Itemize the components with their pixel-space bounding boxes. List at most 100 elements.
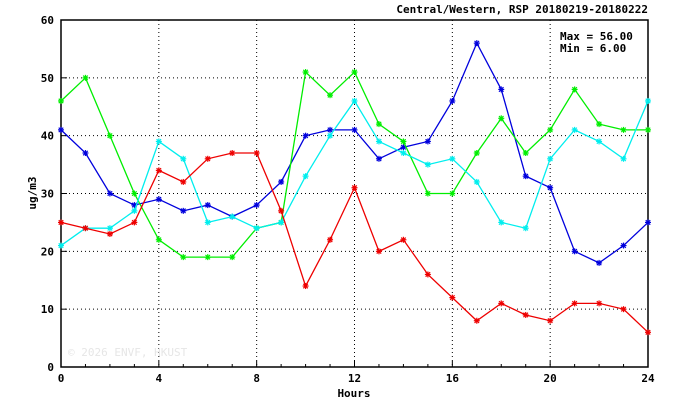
data-point: [131, 219, 138, 226]
data-point: [106, 132, 113, 139]
data-point: [82, 150, 89, 157]
data-point: [351, 184, 358, 191]
min-label: Min = 6.00: [560, 42, 626, 55]
x-tick-label: 16: [446, 372, 460, 385]
data-point: [327, 132, 334, 139]
y-tick-label: 50: [41, 72, 54, 85]
data-point: [278, 219, 285, 226]
series-2: [58, 69, 651, 261]
data-point: [278, 207, 285, 214]
data-point: [302, 132, 309, 139]
x-tick-label: 20: [544, 372, 557, 385]
data-point: [473, 317, 480, 324]
data-point: [449, 190, 456, 197]
x-tick-label: 8: [253, 372, 260, 385]
data-point: [302, 173, 309, 180]
data-point: [327, 126, 334, 133]
data-point: [351, 69, 358, 76]
data-point: [351, 126, 358, 133]
data-point: [131, 207, 138, 214]
data-point: [204, 202, 211, 209]
data-point: [596, 259, 603, 266]
data-point: [498, 300, 505, 307]
data-point: [82, 74, 89, 81]
y-ticks: 0 10 20 30 40 50 60: [41, 14, 67, 374]
series-1: [58, 40, 651, 266]
chart-title: Central/Western, RSP 20180219-20180222: [396, 3, 648, 16]
data-point: [620, 306, 627, 313]
data-point: [327, 92, 334, 99]
data-point: [253, 202, 260, 209]
data-point: [473, 150, 480, 157]
series-layer: [58, 40, 651, 336]
max-label: Max = 56.00: [560, 30, 633, 43]
data-point: [400, 138, 407, 145]
series-line: [60, 99, 649, 247]
data-point: [498, 86, 505, 93]
y-tick-label: 20: [41, 245, 54, 258]
data-point: [449, 294, 456, 301]
data-point: [58, 242, 64, 249]
data-point: [620, 155, 627, 162]
data-point: [106, 230, 113, 237]
data-point: [596, 300, 603, 307]
data-point: [645, 329, 651, 336]
data-point: [180, 254, 187, 261]
data-point: [645, 97, 651, 104]
data-point: [424, 161, 431, 168]
data-point: [229, 213, 236, 220]
data-point: [253, 225, 260, 232]
series-4: [58, 150, 651, 336]
data-point: [180, 207, 187, 214]
data-point: [547, 317, 554, 324]
data-point: [155, 236, 162, 243]
y-axis-label: ug/m3: [26, 176, 39, 209]
data-point: [620, 126, 627, 133]
data-point: [547, 126, 554, 133]
data-point: [155, 167, 162, 174]
data-point: [645, 219, 651, 226]
data-point: [473, 178, 480, 185]
data-point: [155, 138, 162, 145]
data-point: [424, 190, 431, 197]
data-point: [498, 115, 505, 122]
data-point: [473, 40, 480, 47]
data-point: [58, 219, 64, 226]
data-point: [302, 283, 309, 290]
data-point: [571, 248, 578, 255]
data-point: [155, 196, 162, 203]
x-tick-label: 4: [156, 372, 163, 385]
watermark: © 2026 ENVF, HKUST: [68, 346, 188, 359]
data-point: [82, 225, 89, 232]
data-point: [522, 311, 529, 318]
y-tick-label: 60: [41, 14, 54, 27]
data-point: [58, 126, 64, 133]
data-point: [449, 155, 456, 162]
data-point: [571, 126, 578, 133]
data-point: [498, 219, 505, 226]
data-point: [106, 190, 113, 197]
data-point: [424, 271, 431, 278]
data-point: [400, 236, 407, 243]
data-point: [327, 236, 334, 243]
x-axis-label: Hours: [337, 387, 370, 400]
data-point: [58, 97, 64, 104]
data-point: [522, 173, 529, 180]
data-point: [229, 254, 236, 261]
data-point: [596, 138, 603, 145]
data-point: [351, 97, 358, 104]
data-point: [180, 178, 187, 185]
y-tick-label: 10: [41, 303, 54, 316]
data-point: [253, 150, 260, 157]
x-tick-label: 0: [58, 372, 65, 385]
y-tick-label: 0: [47, 361, 54, 374]
data-point: [375, 248, 382, 255]
data-point: [522, 150, 529, 157]
data-point: [596, 121, 603, 128]
y-tick-label: 30: [41, 188, 54, 201]
data-point: [204, 254, 211, 261]
data-point: [571, 300, 578, 307]
data-point: [547, 155, 554, 162]
data-point: [375, 155, 382, 162]
